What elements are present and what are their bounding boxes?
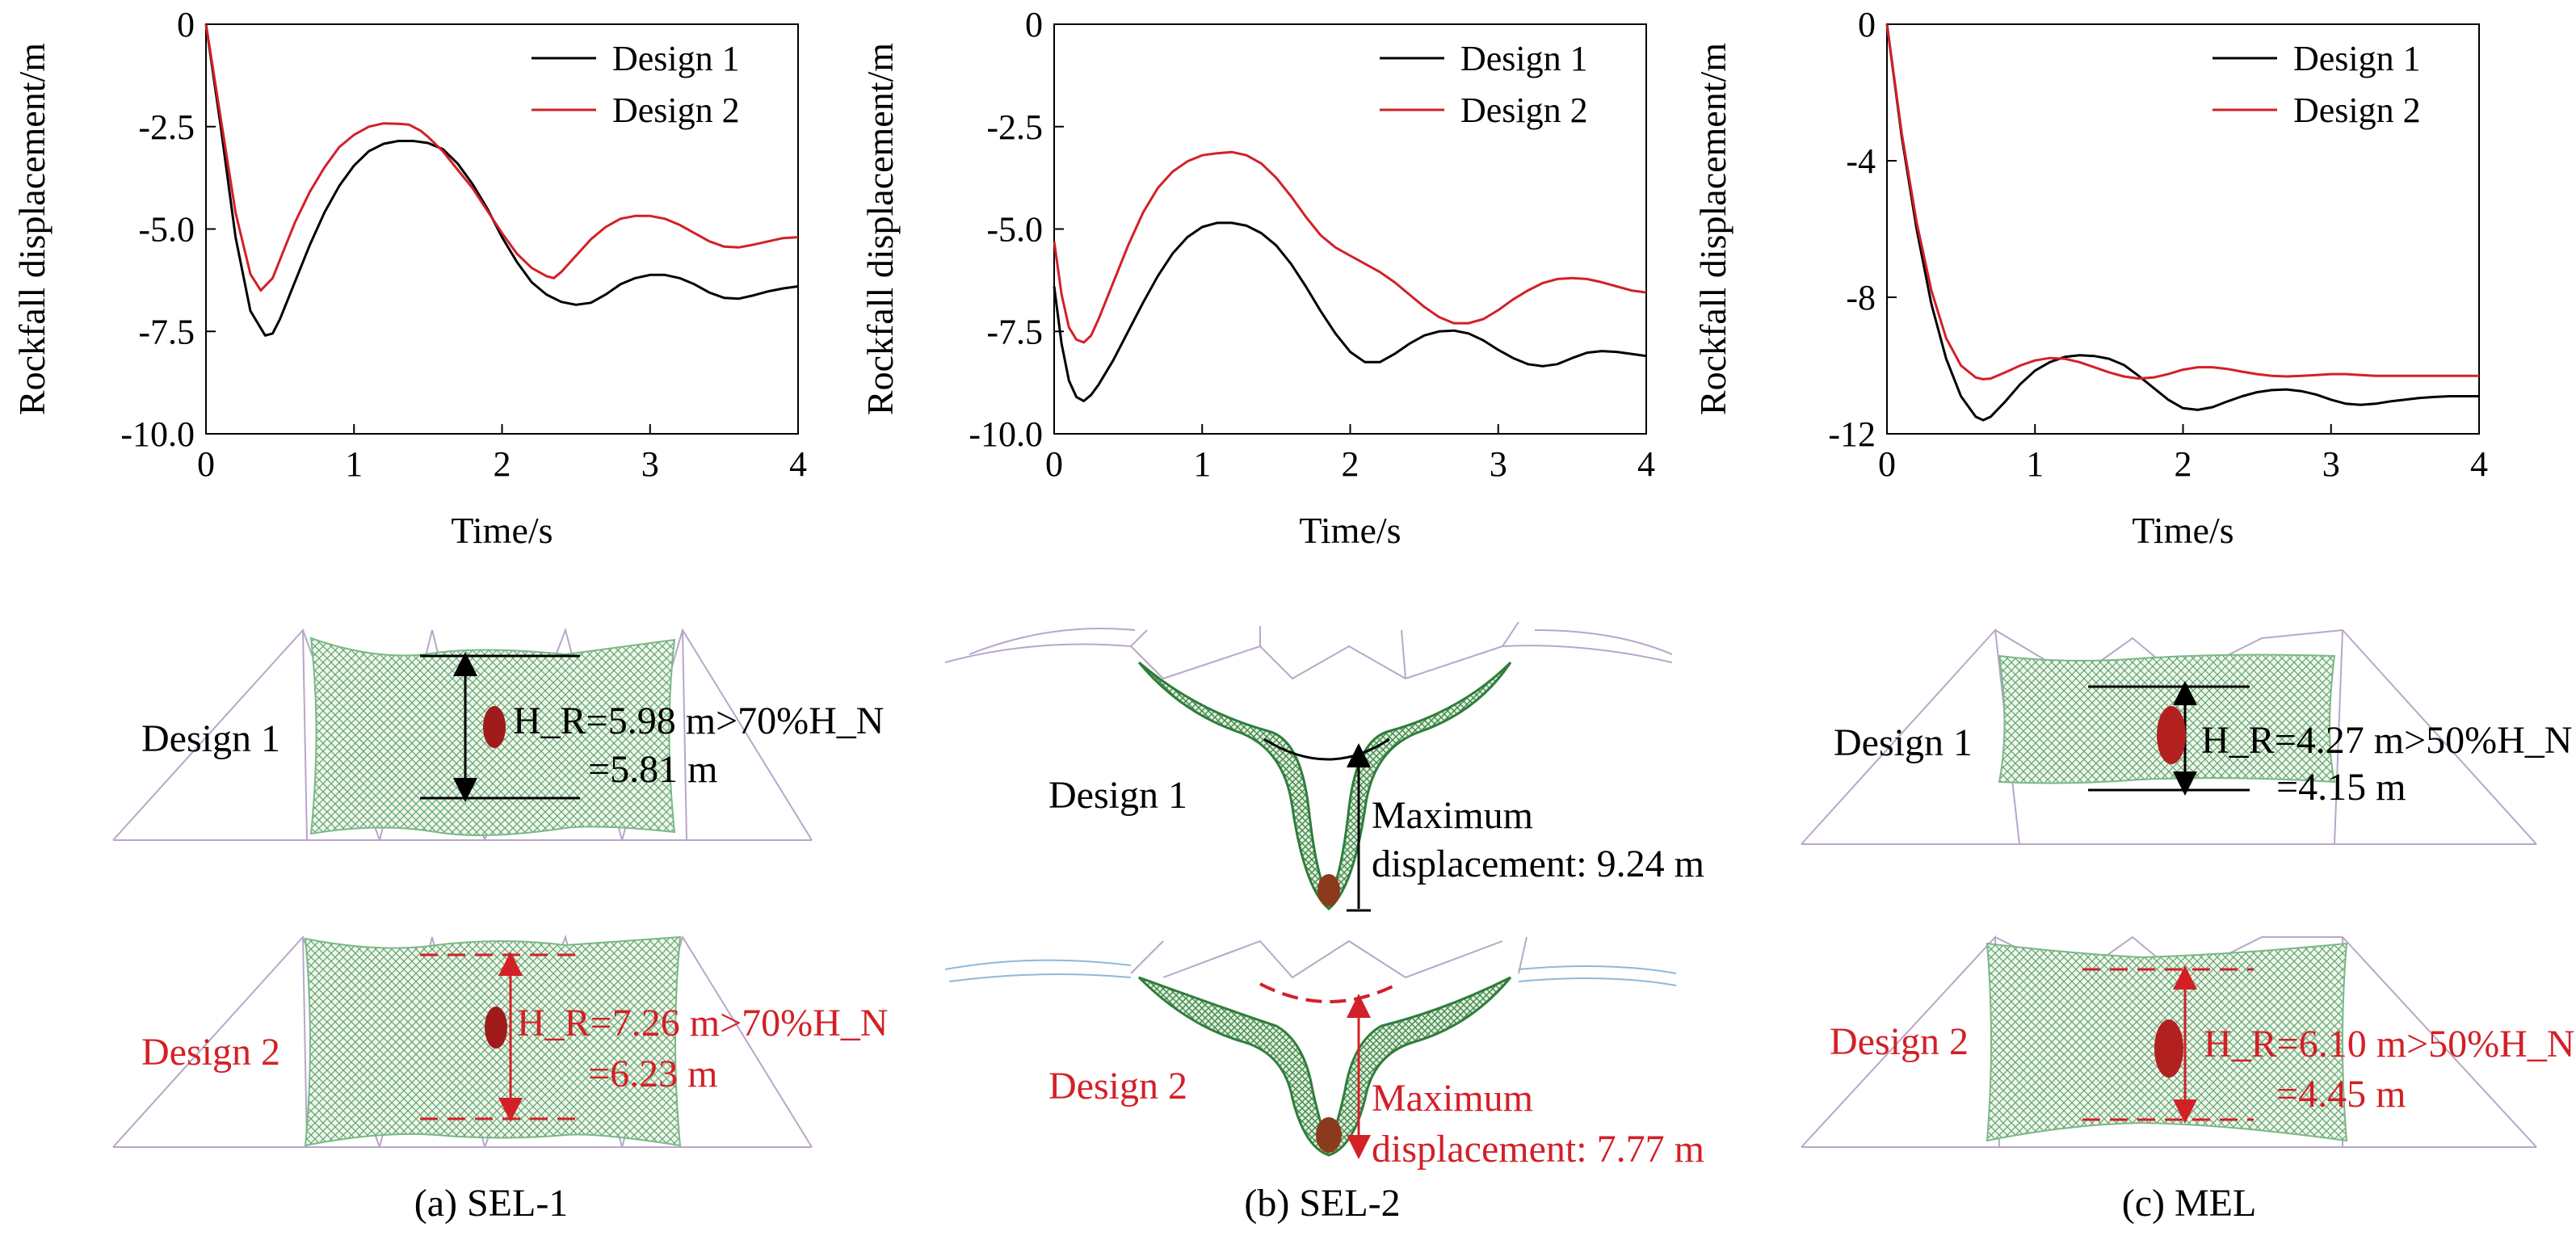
rock-icon bbox=[1316, 1117, 1342, 1153]
caption-a: (a) SEL-1 bbox=[414, 1182, 569, 1225]
y-axis-label: Rockfall displacement/m bbox=[859, 43, 901, 415]
diagram-c-design2: Design 2 H_R=6.10 m>50%H_N =4.45 m bbox=[1801, 935, 2574, 1148]
net-mesh-b2 bbox=[1137, 976, 1512, 1157]
diagram-b-design1-label: Design 1 bbox=[1048, 774, 1187, 817]
diagram-b-design2: Design 2 Maximum displacement: 7.77 m bbox=[944, 936, 1704, 1171]
diagram-b-design1: Design 1 Maximum displacement: 9.24 m bbox=[944, 621, 1704, 912]
x-tick-label: 0 bbox=[1878, 444, 1896, 484]
rock-icon bbox=[1317, 874, 1340, 906]
x-tick-label: 4 bbox=[2470, 444, 2488, 484]
net-support-cables bbox=[112, 627, 813, 841]
diagram-a-design1-label: Design 1 bbox=[141, 717, 280, 760]
plot-frame bbox=[205, 23, 799, 435]
plot-frame bbox=[1053, 23, 1647, 435]
x-tick-label: 2 bbox=[2175, 444, 2192, 484]
diagram-c-design1: Design 1 H_R=4.27 m>50%H_N =4.15 m bbox=[1801, 628, 2572, 845]
x-tick-label: 4 bbox=[1637, 444, 1655, 484]
diagram-a-design1-annotation: H_R=5.98 m>70%H_N bbox=[513, 700, 884, 742]
diagram-b-design2-annotation-2: displacement: 7.77 m bbox=[1372, 1128, 1704, 1171]
x-tick-label: 1 bbox=[2026, 444, 2044, 484]
y-tick-label: -7.5 bbox=[138, 312, 195, 351]
x-tick-label: 3 bbox=[2322, 444, 2340, 484]
x-tick-label: 2 bbox=[1342, 444, 1359, 484]
diagram-a-design2-annotation: H_R=7.26 m>70%H_N bbox=[517, 1002, 888, 1045]
net-support-cables bbox=[1130, 936, 1528, 979]
x-tick-label: 1 bbox=[345, 444, 363, 484]
y-tick-label: -10.0 bbox=[120, 414, 195, 454]
y-tick-label: 0 bbox=[1025, 5, 1043, 44]
series-line-1 bbox=[1053, 221, 1647, 402]
diagram-b-design2-annotation: Maximum bbox=[1372, 1077, 1533, 1120]
x-axis-label: Time/s bbox=[1299, 510, 1401, 551]
diagram-b-design2-label: Design 2 bbox=[1048, 1065, 1187, 1108]
diagram-c-design1-annotation: H_R=4.27 m>50%H_N bbox=[2201, 719, 2572, 762]
legend-label-2: Design 2 bbox=[1460, 90, 1588, 130]
y-tick-label: 0 bbox=[177, 5, 195, 44]
caption-b: (b) SEL-2 bbox=[1244, 1182, 1401, 1225]
net-support-cables bbox=[944, 959, 1677, 986]
y-tick-label: -12 bbox=[1828, 414, 1876, 454]
net-mesh-b1 bbox=[1137, 661, 1512, 910]
y-tick-label: -8 bbox=[1846, 278, 1876, 317]
diagram-a-design2-annotation-2: =6.23 m bbox=[588, 1053, 717, 1095]
legend-label-1: Design 1 bbox=[612, 39, 740, 78]
series-line-2 bbox=[204, 23, 799, 292]
x-tick-label: 0 bbox=[1045, 444, 1063, 484]
legend-label-2: Design 2 bbox=[612, 90, 740, 130]
series-line-2 bbox=[1885, 23, 2479, 380]
diagram-a-design2-label: Design 2 bbox=[141, 1031, 280, 1074]
series-line-1 bbox=[1885, 23, 2479, 422]
legend-label-2: Design 2 bbox=[2293, 90, 2421, 130]
net-support-cables bbox=[944, 621, 1673, 680]
rock-icon bbox=[2157, 706, 2186, 764]
y-tick-label: 0 bbox=[1858, 5, 1876, 44]
y-tick-label: -5.0 bbox=[986, 210, 1043, 250]
y-tick-label: -10.0 bbox=[969, 414, 1043, 454]
diagram-c-design1-annotation-2: =4.15 m bbox=[2276, 766, 2406, 809]
net-support-cables bbox=[112, 934, 813, 1148]
diagram-b-design1-annotation: Maximum bbox=[1372, 794, 1533, 837]
chart-mel: 0 1 2 3 4 0 -4 -8 -12 Time/s Rockfall displacement… bbox=[1692, 5, 2488, 551]
diagram-c-design2-annotation-2: =4.45 m bbox=[2276, 1073, 2406, 1116]
x-tick-label: 2 bbox=[494, 444, 511, 484]
chart-sel-2: 0 1 2 3 4 0 -2.5 -5.0 -7.5 -10.0 Time/s Rockfall di… bbox=[859, 5, 1655, 551]
rock-icon bbox=[485, 1007, 507, 1049]
x-tick-label: 3 bbox=[641, 444, 659, 484]
diagram-a-design2: Design 2 H_R=7.26 m>70%H_N =6.23 m bbox=[112, 934, 888, 1148]
diagram-c-design2-annotation: H_R=6.10 m>50%H_N bbox=[2204, 1023, 2574, 1066]
x-axis-label: Time/s bbox=[451, 510, 553, 551]
series-line-2 bbox=[1053, 150, 1647, 344]
y-axis-label: Rockfall displacement/m bbox=[11, 43, 53, 415]
x-tick-label: 0 bbox=[197, 444, 215, 484]
x-axis-label: Time/s bbox=[2132, 510, 2234, 551]
x-tick-label: 1 bbox=[1193, 444, 1211, 484]
diagram-c-design2-label: Design 2 bbox=[1830, 1020, 1969, 1063]
rock-icon bbox=[483, 706, 506, 748]
y-tick-label: -4 bbox=[1846, 141, 1876, 181]
chart-sel-1: 0 1 2 3 4 0 -2.5 -5.0 -7.5 -10.0 Time/s Rockfall di… bbox=[11, 5, 807, 551]
x-tick-label: 3 bbox=[1490, 444, 1507, 484]
plot-frame bbox=[1886, 23, 2480, 435]
caption-c: (c) MEL bbox=[2121, 1182, 2257, 1225]
y-tick-label: -2.5 bbox=[138, 107, 195, 147]
diagram-b-design1-annotation-2: displacement: 9.24 m bbox=[1372, 843, 1704, 885]
y-tick-label: -2.5 bbox=[986, 107, 1043, 147]
legend-label-1: Design 1 bbox=[1460, 39, 1588, 78]
y-tick-label: -7.5 bbox=[986, 312, 1043, 351]
x-tick-label: 4 bbox=[789, 444, 807, 484]
legend-label-1: Design 1 bbox=[2293, 39, 2421, 78]
y-axis-label: Rockfall displacement/m bbox=[1692, 43, 1733, 415]
diagram-c-design1-label: Design 1 bbox=[1834, 721, 1973, 764]
diagram-a-design1-annotation-2: =5.81 m bbox=[588, 748, 717, 791]
y-tick-label: -5.0 bbox=[138, 210, 195, 250]
diagram-a-design1: Design 1 H_R=5.98 m>70%H_N =5.81 m bbox=[112, 627, 884, 841]
rock-icon bbox=[2154, 1019, 2183, 1078]
